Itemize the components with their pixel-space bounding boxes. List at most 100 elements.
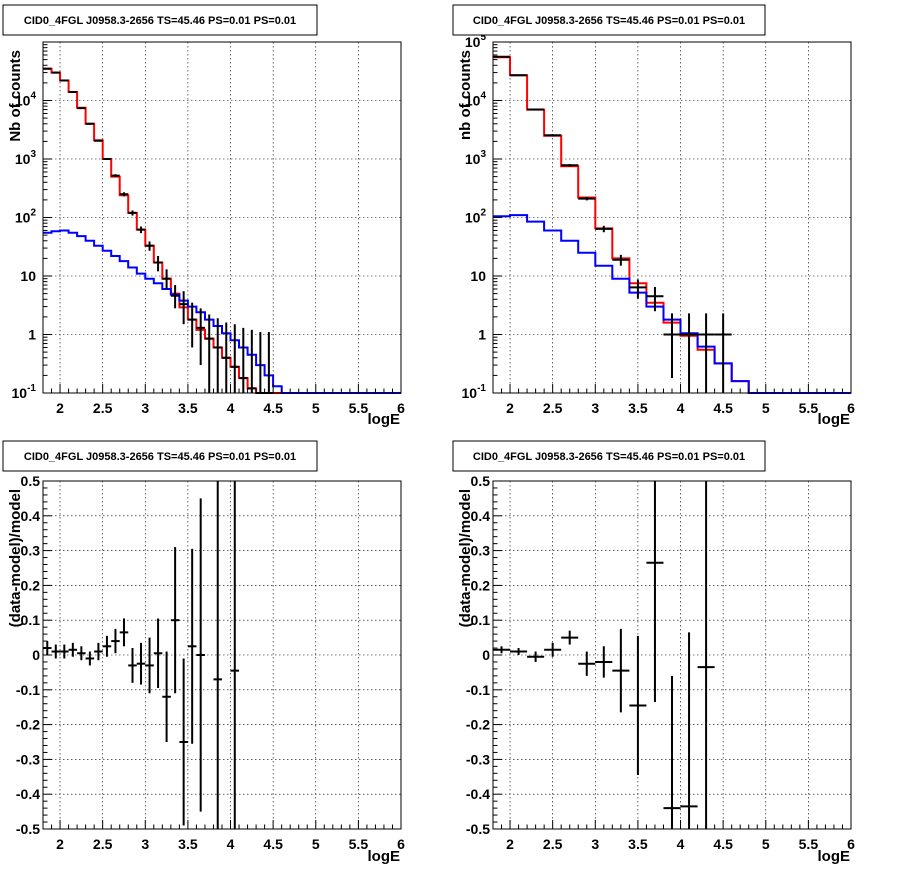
x-tick-label: 2 bbox=[506, 400, 514, 416]
x-tick-label: 2.5 bbox=[543, 400, 563, 416]
chart-title: CID0_4FGL J0958.3-2656 TS=45.46 PS=0.01 … bbox=[473, 451, 745, 463]
data-point bbox=[60, 79, 69, 82]
x-tick-label: 2 bbox=[506, 836, 514, 852]
data-point bbox=[646, 481, 664, 702]
data-point bbox=[145, 637, 154, 694]
data-point bbox=[153, 618, 163, 689]
y-tick-label: 102 bbox=[465, 208, 487, 226]
data-point bbox=[213, 481, 222, 829]
x-tick-label: 6 bbox=[397, 836, 405, 852]
y-tick-label: 10-1 bbox=[12, 383, 37, 401]
data-point bbox=[119, 192, 129, 197]
y-tick-label: 0 bbox=[32, 647, 40, 663]
y-tick-label: 10 bbox=[470, 268, 486, 284]
chart-panel-3: 2 2.5 3 3.5 4 4.5 5 5.5 6 -0.5 -0.4 -0.3 -0.2 -0.1 0 0.… bbox=[2, 440, 405, 865]
x-tick-label: 5 bbox=[312, 400, 320, 416]
x-tick-label: 6 bbox=[847, 400, 855, 416]
x-tick-label: 6 bbox=[397, 400, 405, 416]
data-point bbox=[230, 481, 240, 829]
x-tick-label: 2.5 bbox=[93, 836, 113, 852]
data-point bbox=[612, 628, 630, 713]
y-tick-label: -0.5 bbox=[16, 821, 40, 837]
data-point bbox=[646, 286, 664, 312]
data-point bbox=[187, 302, 197, 348]
data-point bbox=[94, 139, 103, 142]
x-tick-label: 4.5 bbox=[713, 836, 733, 852]
data-point bbox=[595, 646, 613, 678]
chart-title: CID0_4FGL J0958.3-2656 TS=45.46 PS=0.01 … bbox=[473, 15, 745, 27]
chart-panel-4: 2 2.5 3 3.5 4 4.5 5 5.5 6 -0.5 -0.4 -0.3 -0.2 -0.1 0 0.… bbox=[452, 440, 855, 865]
data-point bbox=[230, 324, 240, 393]
data-point bbox=[43, 67, 52, 70]
x-tick-label: 2.5 bbox=[543, 836, 563, 852]
data-point bbox=[111, 174, 120, 178]
data-point bbox=[663, 675, 681, 829]
data-point bbox=[544, 642, 562, 657]
data-point bbox=[162, 651, 171, 742]
x-tick-label: 4 bbox=[227, 400, 235, 416]
x-axis-title: logE bbox=[368, 848, 401, 865]
data-point bbox=[136, 642, 146, 685]
data-point bbox=[145, 241, 154, 251]
y-axis-title: Nb of counts bbox=[7, 50, 24, 142]
y-tick-label: 0.2 bbox=[21, 577, 41, 593]
data-point bbox=[128, 648, 137, 683]
y-tick-label: 10-1 bbox=[462, 383, 487, 401]
y-tick-label: 103 bbox=[465, 149, 487, 167]
y-tick-label: 105 bbox=[465, 32, 487, 50]
y-axis-title: (data-model)/model bbox=[7, 489, 24, 627]
data-point bbox=[680, 632, 698, 829]
data-point bbox=[162, 269, 171, 289]
x-tick-label: 5 bbox=[762, 400, 770, 416]
data-point bbox=[119, 618, 129, 647]
x-tick-label: 3 bbox=[141, 400, 149, 416]
x-tick-label: 5.5 bbox=[799, 400, 819, 416]
data-point bbox=[128, 210, 137, 216]
y-tick-label: 0.4 bbox=[21, 508, 41, 524]
x-tick-label: 5.5 bbox=[349, 400, 369, 416]
data-point bbox=[213, 318, 222, 393]
x-tick-label: 3 bbox=[141, 836, 149, 852]
x-tick-label: 3 bbox=[591, 400, 599, 416]
y-axis-title: nb of counts bbox=[457, 50, 474, 140]
chart-panel-2: 2 2.5 3 3.5 4 4.5 5 5.5 6 10-1 1 10 102 103 104 105 logE… bbox=[452, 4, 855, 428]
x-axis-title: logE bbox=[368, 411, 401, 428]
data-point bbox=[77, 646, 86, 661]
data-point bbox=[239, 327, 248, 393]
title-box bbox=[2, 440, 318, 472]
y-tick-label: -0.4 bbox=[466, 786, 490, 802]
data-point bbox=[578, 651, 596, 676]
data-point bbox=[629, 635, 647, 776]
chart-panel-1: 2 2.5 3 3.5 4 4.5 5 5.5 6 10-1 1 10 102 103 104 logE Nb … bbox=[2, 4, 405, 428]
y-tick-label: -0.2 bbox=[466, 717, 490, 733]
data-point bbox=[544, 134, 562, 137]
x-tick-label: 4.5 bbox=[263, 400, 283, 416]
data-point bbox=[510, 648, 528, 655]
x-tick-label: 3.5 bbox=[178, 400, 198, 416]
y-tick-label: 102 bbox=[15, 208, 37, 226]
x-tick-label: 3.5 bbox=[178, 836, 198, 852]
y-tick-label: -0.3 bbox=[16, 751, 40, 767]
data-point bbox=[170, 285, 180, 309]
data-point bbox=[196, 308, 205, 366]
data-point bbox=[629, 279, 647, 299]
data-point bbox=[136, 226, 146, 234]
title-box bbox=[452, 4, 766, 36]
y-tick-label: 103 bbox=[15, 149, 37, 167]
data-point bbox=[493, 55, 511, 58]
x-tick-label: 4.5 bbox=[263, 836, 283, 852]
data-point bbox=[196, 498, 205, 812]
title-box bbox=[452, 440, 766, 472]
y-tick-label: 0.3 bbox=[471, 543, 491, 559]
data-point bbox=[85, 651, 95, 666]
y-tick-label: 0.5 bbox=[21, 473, 41, 489]
y-tick-label: -0.1 bbox=[16, 682, 40, 698]
y-tick-label: 0.4 bbox=[471, 508, 491, 524]
x-tick-label: 5.5 bbox=[349, 836, 369, 852]
data-point bbox=[102, 158, 112, 161]
data-point bbox=[527, 651, 545, 662]
data-point bbox=[612, 254, 630, 266]
data-point bbox=[493, 646, 511, 654]
y-tick-label: 104 bbox=[15, 91, 37, 109]
x-tick-label: 4.5 bbox=[713, 400, 733, 416]
